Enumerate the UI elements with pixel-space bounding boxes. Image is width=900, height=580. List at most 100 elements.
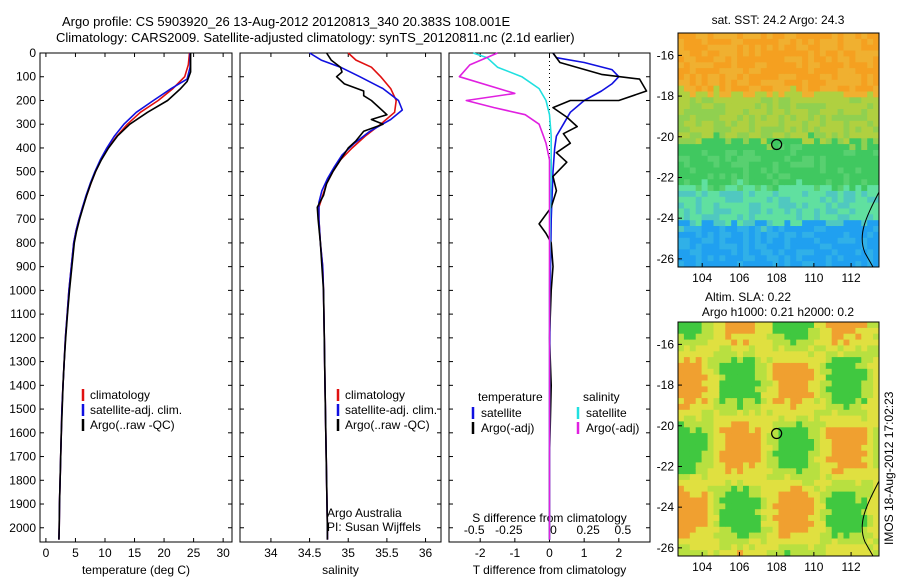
map-cell bbox=[743, 515, 750, 522]
map-cell bbox=[778, 333, 785, 341]
map-cell bbox=[849, 515, 856, 522]
map-cell bbox=[683, 532, 691, 539]
map-cell bbox=[814, 56, 821, 63]
map-cell bbox=[837, 333, 845, 341]
map-cell bbox=[849, 79, 856, 87]
map-cell bbox=[760, 421, 768, 428]
map-cell bbox=[873, 161, 879, 169]
map-cell bbox=[802, 474, 809, 481]
map-cell bbox=[843, 409, 850, 417]
map-cell bbox=[748, 173, 756, 180]
map-cell bbox=[831, 491, 839, 498]
map-cell bbox=[837, 392, 845, 399]
map-cell bbox=[855, 85, 862, 93]
map-cell bbox=[819, 322, 827, 329]
map-cell bbox=[849, 415, 856, 422]
map-cell bbox=[861, 138, 868, 145]
map-cell bbox=[819, 398, 827, 405]
map-cell bbox=[695, 249, 703, 256]
map-cell bbox=[802, 138, 809, 145]
map-cell bbox=[701, 50, 709, 57]
map-cell bbox=[689, 214, 697, 221]
map-cell bbox=[754, 126, 762, 133]
map-cell bbox=[796, 403, 803, 411]
map-cell bbox=[695, 491, 703, 498]
map-cell bbox=[701, 79, 709, 87]
map-cell bbox=[707, 73, 715, 81]
map-cell bbox=[731, 62, 738, 69]
map-cell bbox=[831, 103, 839, 110]
map-cell bbox=[737, 202, 744, 209]
map-cell bbox=[825, 509, 833, 516]
map-cell bbox=[678, 243, 685, 250]
map-cell bbox=[819, 462, 827, 469]
map-cell bbox=[683, 173, 691, 180]
map-cell bbox=[731, 368, 738, 376]
legend-label: Argo(-adj) bbox=[586, 421, 639, 435]
map-cell bbox=[754, 120, 762, 128]
map-cell bbox=[772, 333, 780, 341]
map-cell bbox=[772, 38, 780, 46]
map-cell bbox=[855, 339, 862, 346]
map-cell bbox=[683, 114, 691, 122]
map-cell bbox=[707, 339, 715, 346]
map-cell bbox=[678, 380, 685, 387]
map-cell bbox=[814, 150, 821, 157]
map-cell bbox=[772, 515, 780, 522]
map-cell bbox=[689, 374, 697, 381]
map-cell bbox=[748, 185, 756, 192]
map-cell bbox=[873, 109, 879, 116]
map-cell bbox=[802, 33, 809, 40]
map-cell bbox=[855, 333, 862, 341]
map-cell bbox=[748, 380, 756, 387]
map-cell bbox=[678, 398, 685, 405]
map-cell bbox=[802, 544, 809, 551]
map-cell bbox=[772, 456, 780, 463]
map-cell bbox=[683, 150, 691, 157]
map-cell bbox=[737, 179, 744, 186]
map-cell bbox=[825, 214, 833, 221]
map-cell bbox=[689, 144, 697, 151]
map-cell bbox=[731, 173, 738, 180]
map-cell bbox=[814, 468, 821, 475]
map-cell bbox=[683, 409, 691, 417]
map-cell bbox=[873, 526, 879, 534]
map-cell bbox=[861, 398, 868, 405]
map-cell bbox=[678, 173, 685, 180]
map-cell bbox=[689, 327, 697, 335]
map-cell bbox=[766, 345, 774, 352]
depth-tick-label: 1700 bbox=[9, 450, 36, 464]
map-cell bbox=[849, 433, 856, 440]
map-cell bbox=[754, 403, 762, 411]
map-cell bbox=[725, 398, 732, 405]
map-cell bbox=[748, 403, 756, 411]
map-cell bbox=[695, 103, 703, 110]
map-cell bbox=[790, 114, 797, 122]
map-cell bbox=[814, 155, 821, 163]
map-cell bbox=[719, 362, 726, 370]
map-cell bbox=[772, 161, 780, 169]
map-cell bbox=[843, 173, 850, 180]
map-cell bbox=[725, 185, 732, 192]
map-cell bbox=[831, 132, 839, 139]
map-cell bbox=[796, 126, 803, 133]
map-cell bbox=[843, 368, 850, 376]
x-tick-label: 10 bbox=[98, 546, 112, 560]
map-cell bbox=[678, 114, 685, 122]
x-tick-label: 35 bbox=[342, 546, 356, 560]
map-cell bbox=[725, 421, 732, 428]
map-cell bbox=[855, 243, 862, 250]
map-cell bbox=[760, 161, 768, 169]
profile-location-marker bbox=[771, 427, 783, 440]
map-cell bbox=[814, 237, 821, 245]
map-cell bbox=[695, 345, 703, 352]
map-cell bbox=[796, 144, 803, 151]
map-cell bbox=[683, 226, 691, 233]
map-cell bbox=[766, 237, 774, 245]
map-cell bbox=[825, 120, 833, 128]
map-cell bbox=[843, 79, 850, 87]
map-cell bbox=[725, 243, 732, 250]
map-cell bbox=[855, 103, 862, 110]
map-cell bbox=[743, 150, 750, 157]
map-cell bbox=[772, 214, 780, 221]
